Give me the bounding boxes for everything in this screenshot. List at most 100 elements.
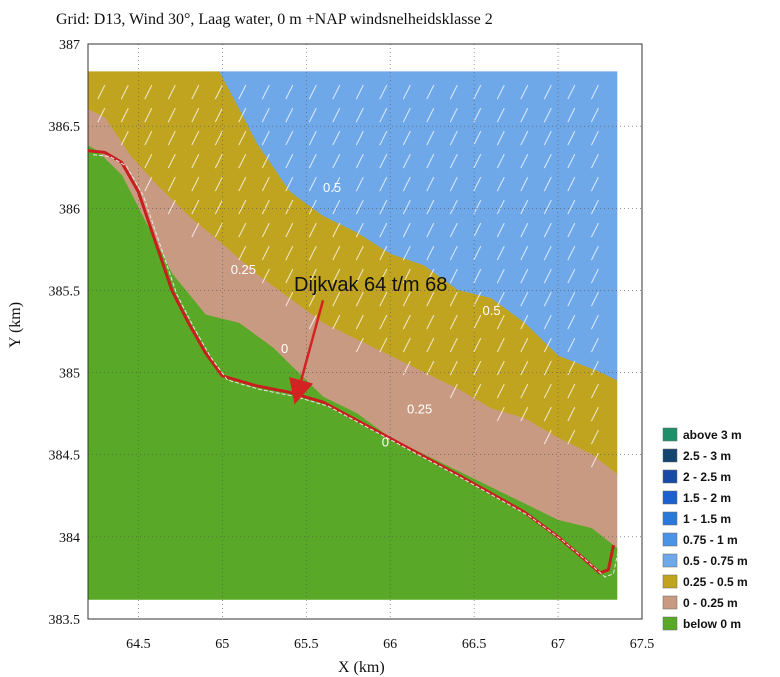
wind-arrow-120 [426, 153, 435, 169]
wind-arrow-34 [238, 153, 247, 169]
wind-arrow-135 [449, 199, 458, 215]
wind-arrow-218 [567, 406, 576, 422]
wind-arrow-112 [402, 268, 411, 284]
wind-arrow-44 [261, 199, 270, 215]
wind-arrow-131 [449, 107, 458, 123]
wind-arrow-235 [590, 429, 599, 445]
wind-arrow-234 [590, 406, 599, 422]
wind-arrow-10 [144, 176, 153, 192]
wind-arrow-125 [426, 268, 435, 284]
wind-arrow-115 [402, 337, 411, 353]
wind-arrow-185 [520, 360, 529, 376]
dike-line [87, 149, 615, 575]
wind-arrow-171 [496, 383, 505, 399]
wind-arrow-63 [308, 199, 317, 215]
wind-arrow-105 [402, 107, 411, 123]
contour-label-4: 0.25 [407, 402, 432, 417]
wind-arrow-113 [402, 291, 411, 307]
wind-arrow-197 [543, 291, 552, 307]
x-tick-label-4: 66 [383, 637, 397, 652]
plot-area [87, 43, 643, 620]
legend-item-5: 1 - 1.5 m [662, 511, 731, 526]
legend-item-7: 0.5 - 0.75 m [662, 553, 748, 568]
wind-arrow-62 [308, 176, 317, 192]
wind-arrow-208 [567, 176, 576, 192]
wind-arrow-25 [214, 107, 223, 123]
wind-arrow-117 [426, 84, 435, 100]
wind-arrow-72 [332, 153, 341, 169]
wind-arrow-102 [379, 314, 388, 330]
wind-arrow-211 [567, 245, 576, 261]
wind-arrow-60 [308, 130, 317, 146]
wind-arrow-173 [520, 84, 529, 100]
wind-arrow-53 [285, 199, 294, 215]
y-tick-label-3: 384.5 [49, 449, 81, 464]
wind-arrow-108 [402, 176, 411, 192]
contour-label-6: 0 [382, 435, 389, 450]
wind-arrow-146 [473, 130, 482, 146]
wind-arrow-209 [567, 199, 576, 215]
y-tick-label-1: 383.5 [49, 613, 81, 628]
wind-arrow-202 [543, 406, 552, 422]
wind-arrow-104 [402, 84, 411, 100]
wind-arrow-130 [449, 84, 458, 100]
wind-arrow-37 [238, 222, 247, 238]
wind-arrow-75 [332, 222, 341, 238]
wind-arrow-199 [543, 337, 552, 353]
wind-arrow-126 [426, 291, 435, 307]
wind-arrow-26 [214, 130, 223, 146]
wind-arrow-148 [473, 176, 482, 192]
wind-arrow-84 [355, 176, 364, 192]
wind-arrow-47 [261, 268, 270, 284]
wind-arrow-40 [261, 107, 270, 123]
y-tick-label-6: 386 [59, 202, 80, 217]
dike-inner-line [92, 154, 619, 578]
wind-arrow-27 [214, 153, 223, 169]
wind-arrow-15 [167, 176, 176, 192]
wind-arrow-170 [496, 360, 505, 376]
wind-arrow-222 [590, 130, 599, 146]
wind-arrow-103 [379, 337, 388, 353]
legend-swatch-2 [662, 448, 678, 463]
legend-label-8: 0.25 - 0.5 m [683, 575, 748, 589]
wind-arrow-129 [426, 360, 435, 376]
wind-arrow-87 [355, 245, 364, 261]
legend-item-2: 2.5 - 3 m [662, 448, 731, 463]
wind-arrow-220 [590, 84, 599, 100]
wind-arrow-217 [567, 383, 576, 399]
wind-arrow-194 [543, 222, 552, 238]
wind-arrow-184 [520, 337, 529, 353]
wind-arrow-226 [590, 222, 599, 238]
legend-label-10: below 0 m [683, 617, 741, 631]
dike-annotation-label: Dijkvak 64 t/m 68 [294, 274, 447, 296]
y-tick-label-8: 387 [59, 38, 80, 53]
wind-arrow-61 [308, 153, 317, 169]
wind-arrow-46 [261, 245, 270, 261]
legend-swatch-7 [662, 553, 678, 568]
wind-arrow-8 [144, 130, 153, 146]
wind-arrow-229 [590, 291, 599, 307]
legend-item-4: 1.5 - 2 m [662, 490, 731, 505]
x-tick-label-1: 64.5 [126, 637, 151, 652]
wind-arrow-2 [97, 107, 106, 123]
wind-arrow-48 [285, 84, 294, 100]
wind-arrow-200 [543, 360, 552, 376]
wind-arrow-153 [473, 291, 482, 307]
wind-arrow-159 [496, 107, 505, 123]
wind-arrow-65 [308, 245, 317, 261]
wind-arrow-109 [402, 199, 411, 215]
wind-arrow-111 [402, 245, 411, 261]
wind-arrow-123 [426, 222, 435, 238]
wind-arrow-228 [590, 268, 599, 284]
wind-arrow-42 [261, 153, 270, 169]
wind-arrow-23 [191, 222, 200, 238]
wind-arrow-95 [379, 153, 388, 169]
wind-arrow-140 [449, 314, 458, 330]
wind-arrow-21 [191, 176, 200, 192]
wind-arrow-188 [543, 84, 552, 100]
wind-arrow-9 [144, 153, 153, 169]
legend-swatch-6 [662, 532, 678, 547]
legend-label-1: above 3 m [683, 428, 742, 442]
legend-item-8: 0.25 - 0.5 m [662, 574, 748, 589]
